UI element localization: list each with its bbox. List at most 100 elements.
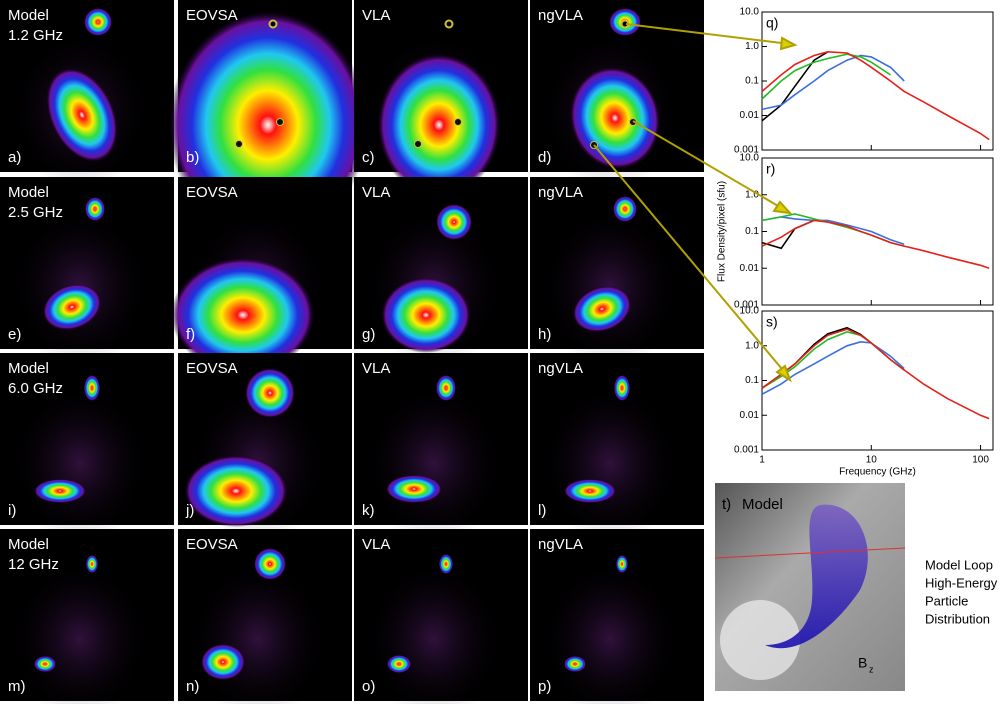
panel-title: EOVSA (186, 360, 238, 377)
panel-label: l) (538, 502, 546, 519)
panel-title: EOVSA (186, 7, 238, 24)
arrowhead (779, 36, 798, 51)
panel-label: p) (538, 678, 551, 695)
panel-label: j) (185, 502, 194, 519)
panel-label: b) (186, 149, 199, 166)
y-tick-label: 10.0 (740, 306, 760, 317)
emission (46, 67, 118, 163)
panel-label: g) (362, 326, 375, 343)
x-axis-label: Frequency (GHz) (839, 467, 916, 478)
image-panel: ngVLA h) (530, 177, 704, 367)
panel-label: d) (538, 149, 551, 166)
arrow (632, 120, 786, 211)
arrows (593, 23, 798, 383)
chart-title: q) (766, 15, 778, 31)
y-tick-label: 10.0 (740, 7, 760, 18)
image-panel: ngVLA d) (530, 0, 704, 190)
panel-title: EOVSA (186, 184, 238, 201)
emission (184, 455, 288, 527)
panel-label: a) (8, 149, 21, 166)
arrowhead (775, 364, 792, 383)
haze (540, 383, 680, 543)
haze (10, 383, 150, 543)
caption-line: Particle (925, 593, 968, 608)
panel-label: t) (722, 496, 731, 513)
image-panel: Model 6.0 GHz i) (0, 353, 174, 543)
axis-label: B (858, 655, 867, 671)
panel-title: VLA (362, 184, 390, 201)
image-grid: Model 1.2 GHz a) EOVSA b) VLA c) ngVLA d) Model 2.… (0, 0, 704, 704)
y-tick-label: 0.001 (734, 300, 759, 311)
x-tick-label: 10 (866, 455, 878, 466)
emission (201, 644, 245, 680)
plot-frame (761, 310, 994, 451)
panel-title: VLA (362, 7, 390, 24)
marker (268, 19, 278, 29)
haze (364, 383, 504, 543)
emission (572, 285, 632, 333)
image-panel: ngVLA p) (530, 529, 704, 704)
arrow (593, 144, 788, 376)
series-line (761, 54, 905, 111)
panel-title: ngVLA (538, 360, 583, 377)
panel-title: Model (8, 184, 49, 201)
panel-title: 12 GHz (8, 556, 59, 573)
caption: Model Loop High-Energy Particle Distributio… (925, 557, 998, 626)
emission (84, 375, 100, 401)
arrow (625, 23, 791, 45)
y-tick-label: 0.01 (740, 263, 760, 274)
x-tick-label: 100 (972, 455, 989, 466)
y-tick-label: 0.001 (734, 445, 759, 456)
emission (564, 656, 586, 672)
emission (386, 475, 442, 503)
panel-label: n) (186, 678, 199, 695)
spectrum-chart: 0.001 0.01 0.1 1.0 10.0 q) (734, 7, 994, 156)
emission (613, 196, 637, 222)
x-tick-label: 1 (759, 455, 765, 466)
panel-title: ngVLA (538, 536, 583, 553)
panel-title: Model (742, 496, 783, 513)
model-image: t) Model B z (714, 483, 906, 691)
emission (171, 257, 315, 373)
marker (276, 118, 284, 126)
panel-title: ngVLA (538, 7, 583, 24)
image-panel: Model 1.2 GHz a) (0, 0, 174, 190)
emission (84, 8, 112, 36)
series-line (761, 219, 990, 270)
emission (34, 479, 86, 503)
panel-label: f) (186, 326, 195, 343)
emission (387, 655, 411, 673)
spectrum-chart: 0.001 0.01 0.1 1.0 10.0 r) Flux Density/pixel … (717, 153, 994, 311)
spectra: 0.0010.010.11.010.0q)0.0010.010.11.010.0… (717, 7, 994, 478)
emission (245, 368, 295, 418)
series-line (761, 328, 990, 420)
spectrum-chart: 0.001 0.01 0.1 1.0 10.0 1 10 100 s) Frequency (GH… (734, 306, 994, 478)
y-tick-label: 0.001 (734, 145, 759, 156)
panel-title: ngVLA (538, 184, 583, 201)
series-line (761, 50, 990, 141)
emission (42, 283, 102, 331)
caption-line: Distribution (925, 611, 990, 626)
emission (86, 555, 98, 573)
image-panel: VLA c) (354, 0, 528, 197)
emission (439, 554, 453, 574)
y-tick-label: 10.0 (740, 153, 760, 164)
panel-label: h) (538, 326, 551, 343)
emission (254, 548, 286, 580)
cut-line (714, 547, 906, 559)
image-panel: Model 2.5 GHz e) (0, 177, 174, 367)
panel-label: c) (362, 149, 375, 166)
panel-title: VLA (362, 360, 390, 377)
caption-line: High-Energy (925, 575, 998, 590)
panel-title: EOVSA (186, 536, 238, 553)
panel-title: 2.5 GHz (8, 204, 63, 221)
image-panel: EOVSA j) (178, 353, 352, 543)
y-tick-label: 1.0 (745, 189, 759, 200)
axis-sub: z (869, 664, 874, 674)
image-panel: EOVSA n) (178, 529, 352, 704)
marker (414, 140, 422, 148)
series-line (761, 53, 891, 100)
emission (34, 656, 56, 672)
image-panel: EOVSA f) (171, 177, 352, 373)
